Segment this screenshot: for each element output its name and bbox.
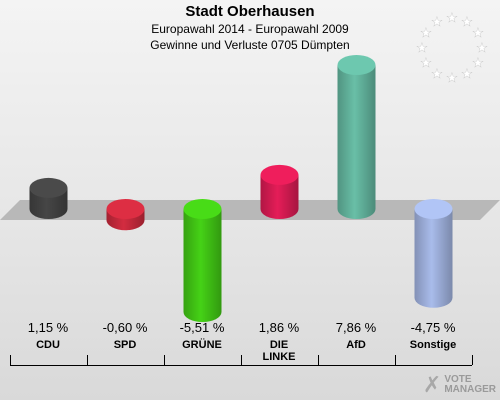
eu-star-icon: ★ [461, 66, 473, 81]
x-axis-tick [395, 355, 396, 365]
bar-cap [29, 177, 68, 198]
value-label: 1,15 % [27, 320, 69, 335]
eu-star-icon: ★ [420, 25, 432, 40]
bar-cap [106, 199, 145, 219]
logo-line-2: MANAGER [444, 384, 496, 395]
bar-cap [183, 199, 222, 219]
eu-star-icon: ★ [446, 70, 458, 85]
eu-star-icon: ★ [416, 40, 428, 55]
chart-title: Stadt Oberhausen [185, 3, 315, 20]
bar-cap [337, 55, 376, 75]
category-label: GRÜNE [182, 339, 222, 351]
chart-subtitle-2: Gewinne und Verluste 0705 Dümpten [150, 38, 350, 52]
chart-header: Stadt Oberhausen Europawahl 2014 - Europ… [0, 3, 500, 53]
x-axis-tick [87, 355, 88, 365]
logo-line-1: VOTE [444, 374, 472, 385]
eu-star-icon: ★ [431, 14, 443, 29]
category-label: SPD [113, 339, 137, 351]
eu-star-icon: ★ [472, 25, 484, 40]
category-label: DIE LINKE [262, 339, 296, 363]
x-axis-tick [164, 355, 165, 365]
eu-star-icon: ★ [476, 40, 488, 55]
vote-manager-logo: ✗ VOTE MANAGER [423, 374, 496, 396]
eu-star-icon: ★ [431, 66, 443, 81]
value-label: 7,86 % [335, 320, 377, 335]
x-axis-tick [241, 355, 242, 365]
bar-gr-ne [183, 209, 222, 322]
x-axis-tick [318, 355, 319, 365]
x-axis-line [10, 365, 472, 366]
eu-star-icon: ★ [461, 14, 473, 29]
bar-afd [337, 65, 376, 219]
value-label: 1,86 % [258, 320, 300, 335]
eu-star-icon: ★ [446, 10, 458, 25]
x-axis-tick [10, 355, 11, 365]
value-label: -4,75 % [410, 320, 456, 335]
bar-cap [260, 164, 299, 185]
category-label: AfD [346, 339, 366, 351]
bar-sonstige [414, 209, 453, 308]
x-axis-tick [472, 355, 473, 365]
eu-star-circle-icon: ★ ★★★★★★★★★★★ [416, 10, 488, 85]
value-label: -0,60 % [102, 320, 148, 335]
chart-subtitle: Europawahl 2014 - Europawahl 2009 [151, 22, 349, 36]
eu-star-icon: ★ [472, 55, 484, 70]
bar-die-linke [260, 174, 299, 219]
eu-star-icon: ★ [420, 55, 432, 70]
vote-manager-logo-icon: ✗ [422, 372, 442, 397]
value-label: -5,51 % [179, 320, 225, 335]
category-label: CDU [36, 339, 60, 351]
category-label: Sonstige [409, 339, 457, 351]
bar-cap [414, 199, 453, 219]
